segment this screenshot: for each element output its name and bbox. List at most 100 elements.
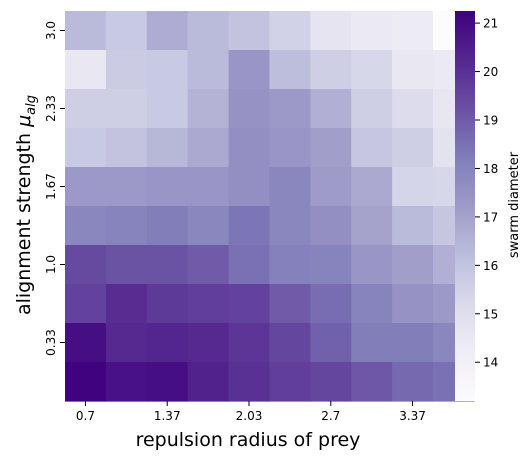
y-tick-label: 3.0 — [44, 21, 58, 40]
heatmap-cell — [105, 362, 148, 402]
heatmap-cell — [228, 50, 271, 90]
heatmap-cell — [105, 245, 148, 285]
heatmap-cell — [269, 362, 311, 402]
heatmap-cell — [105, 89, 148, 129]
heatmap-cell — [269, 50, 311, 90]
heatmap-cell — [310, 284, 352, 324]
heatmap-cell — [351, 167, 393, 207]
heatmap-cell — [146, 362, 189, 402]
heatmap-cell — [65, 167, 107, 207]
heatmap-cell — [187, 245, 230, 285]
heatmap-cell — [105, 11, 148, 51]
heatmap-cell — [228, 11, 271, 51]
heatmap-cell — [392, 89, 434, 129]
heatmap-cell — [310, 50, 352, 90]
heatmap-cell — [146, 167, 189, 207]
heatmap-cell — [310, 323, 352, 363]
colorbar-ticks: 14 15 16 17 18 19 20 21 — [475, 17, 498, 370]
heatmap-cell — [65, 89, 107, 129]
heatmap-cell — [310, 167, 352, 207]
heatmap-cell — [187, 89, 230, 129]
heatmap-cell — [65, 245, 107, 285]
x-tick-label: 0.7 — [76, 409, 95, 423]
heatmap-cell — [351, 245, 393, 285]
x-tick-label: 2.03 — [236, 409, 263, 423]
heatmap-cell — [392, 11, 434, 51]
heatmap-cell — [146, 11, 189, 51]
y-tick-label: 1.0 — [44, 255, 58, 274]
heatmap-cell — [310, 89, 352, 129]
heatmap-cell — [392, 206, 434, 246]
colorbar-tick-label: 17 — [483, 210, 498, 224]
heatmap-cell — [146, 245, 189, 285]
heatmap-cell — [310, 206, 352, 246]
heatmap-cell — [228, 284, 271, 324]
heatmap-cell — [228, 206, 271, 246]
colorbar-tick-label: 18 — [483, 162, 498, 176]
y-axis-label-main: alignment strength — [13, 127, 35, 315]
heatmap-cell — [228, 245, 271, 285]
x-tick-label: 2.7 — [321, 409, 340, 423]
colorbar-tick-label: 15 — [483, 307, 498, 321]
heatmap-cell — [187, 50, 230, 90]
y-axis-label-mu: μ — [13, 115, 35, 128]
x-tick-label: 3.37 — [399, 409, 426, 423]
colorbar-tick-label: 21 — [483, 17, 498, 31]
colorbar-gradient — [455, 11, 475, 401]
heatmap-cell — [105, 284, 148, 324]
heatmap-cell — [269, 11, 311, 51]
heatmap-cell — [187, 323, 230, 363]
heatmap-cell — [105, 206, 148, 246]
y-axis-label: alignment strength μalg — [13, 95, 39, 315]
heatmap-cell — [392, 50, 434, 90]
heatmap-cell — [351, 284, 393, 324]
heatmap-cell — [65, 206, 107, 246]
y-tick-label: 1.67 — [44, 173, 58, 200]
heatmap-cell — [269, 128, 311, 168]
heatmap-cell — [351, 206, 393, 246]
heatmap-cell — [187, 11, 230, 51]
x-axis-label: repulsion radius of prey — [136, 429, 361, 451]
heatmap-cell — [146, 206, 189, 246]
heatmap-cell — [392, 362, 434, 402]
heatmap-cell — [146, 128, 189, 168]
heatmap-cell — [146, 50, 189, 90]
heatmap-cell — [351, 11, 393, 51]
heatmap-cell — [351, 362, 393, 402]
heatmap-cell — [310, 11, 352, 51]
heatmap-cell — [269, 89, 311, 129]
heatmap-cell — [392, 128, 434, 168]
heatmap-cell — [228, 323, 271, 363]
heatmap-cell — [65, 50, 107, 90]
heatmap-cell — [392, 245, 434, 285]
heatmap-cell — [351, 89, 393, 129]
heatmap-cell — [105, 50, 148, 90]
heatmap-cell — [105, 167, 148, 207]
heatmap-cell — [228, 89, 271, 129]
heatmap-cell — [228, 128, 271, 168]
heatmap-cell — [228, 362, 271, 402]
heatmap-cell — [65, 323, 107, 363]
heatmap-cell — [269, 167, 311, 207]
heatmap-cell — [269, 323, 311, 363]
x-tick-label: 1.37 — [154, 409, 181, 423]
heatmap-cell — [392, 323, 434, 363]
heatmap-cell — [392, 167, 434, 207]
colorbar: 14 15 16 17 18 19 20 21 swarm diameter — [455, 11, 522, 401]
heatmap-cell — [146, 89, 189, 129]
colorbar-tick-label: 19 — [483, 114, 498, 128]
y-tick-label: 2.33 — [44, 95, 58, 122]
colorbar-tick-label: 14 — [483, 356, 498, 370]
heatmap-cell — [351, 50, 393, 90]
heatmap-cell — [187, 167, 230, 207]
colorbar-label: swarm diameter — [507, 151, 522, 258]
heatmap-cell — [351, 128, 393, 168]
heatmap-cell — [65, 128, 107, 168]
heatmap-cell — [146, 323, 189, 363]
heatmap-cell — [187, 206, 230, 246]
heatmap-cell — [392, 284, 434, 324]
heatmap-cell — [105, 323, 148, 363]
y-axis-label-sub: alg — [24, 95, 39, 115]
